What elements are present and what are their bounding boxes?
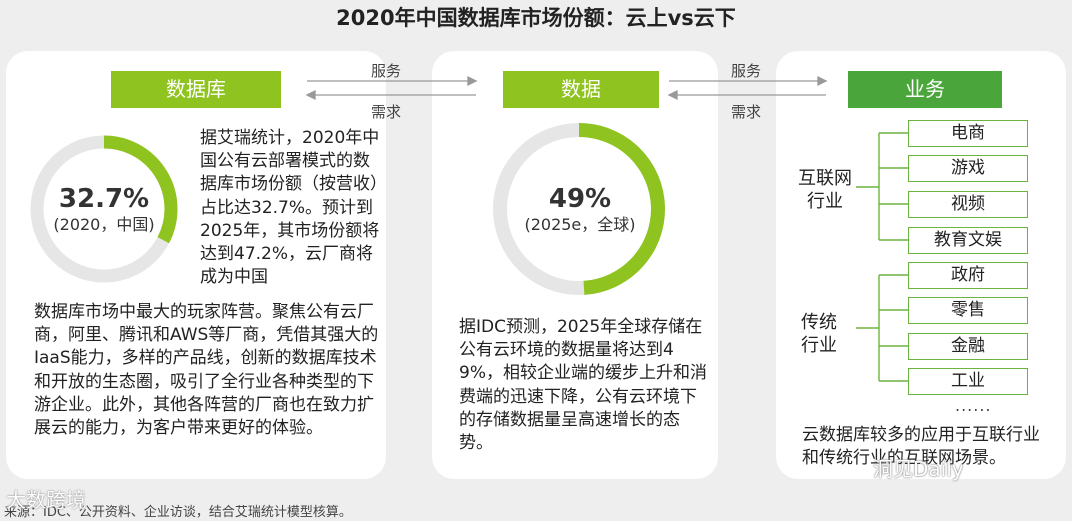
data-panel bbox=[432, 51, 718, 479]
industry-box-retail: 零售 bbox=[908, 297, 1028, 324]
serve-label-right: 服务 bbox=[731, 62, 762, 80]
data-share-caption: (2025e，全球) bbox=[524, 215, 636, 234]
business-header: 业务 bbox=[848, 71, 1002, 108]
demand-arrow-right-head bbox=[667, 89, 678, 101]
business-text: 云数据库较多的应用于互联行业和传统行业的互联网场景。 bbox=[802, 425, 1040, 469]
traditional-industry-label: 传统行业 bbox=[801, 312, 837, 356]
data-header: 数据 bbox=[503, 71, 659, 108]
data-text: 据IDC预测，2025年全球存储在公有云环境的数据量将达到49%，相较企业端的缓… bbox=[459, 317, 707, 454]
serve-arrow-left-head bbox=[467, 75, 478, 87]
data-donut-arc bbox=[578, 123, 665, 295]
database-side-text: 据艾瑞统计，2020年中国公有云部署模式的数据库市场份额（按营收）占比达32.7… bbox=[200, 128, 380, 288]
industry-box-education: 教育文娱 bbox=[908, 227, 1028, 254]
industry-box-finance: 金融 bbox=[908, 333, 1028, 360]
page-title: 2020年中国数据库市场份额：云上vs云下 bbox=[336, 6, 736, 30]
data-donut-label: 49% (2025e，全球) bbox=[505, 184, 655, 236]
database-header: 数据库 bbox=[111, 71, 281, 108]
industry-box-video: 视频 bbox=[908, 191, 1028, 218]
database-bottom-text: 数据库市场中最大的玩家阵营。聚焦公有云厂商，阿里、腾讯和AWS等厂商，凭借其强大… bbox=[34, 302, 379, 439]
source-note: 来源：IDC、公开资料、企业访谈，结合艾瑞统计模型核算。 bbox=[4, 505, 352, 520]
more-industries-ellipsis: ...... bbox=[955, 396, 992, 415]
database-donut bbox=[30, 135, 178, 283]
serve-label-left: 服务 bbox=[371, 62, 402, 80]
data-donut bbox=[493, 123, 665, 295]
data-share-value: 49% bbox=[548, 184, 612, 214]
database-share-value: 32.7% bbox=[58, 184, 150, 214]
industry-box-government: 政府 bbox=[908, 262, 1028, 289]
flow-arrows bbox=[305, 75, 828, 101]
demand-label-left: 需求 bbox=[371, 103, 402, 121]
watermark-right: 洞见Daily bbox=[873, 457, 964, 481]
database-donut-arc bbox=[103, 135, 178, 244]
serve-arrow-right-head bbox=[817, 75, 828, 87]
watermark-left: 大数跨境 bbox=[6, 488, 86, 512]
database-share-caption: (2020，中国) bbox=[53, 215, 155, 234]
industry-tree-connectors bbox=[856, 132, 908, 382]
industry-box-industrial: 工业 bbox=[908, 368, 1028, 395]
demand-arrow-left-head bbox=[305, 89, 316, 101]
demand-label-right: 需求 bbox=[731, 103, 762, 121]
database-donut-label: 32.7% (2020，中国) bbox=[34, 184, 174, 236]
industry-box-ecommerce: 电商 bbox=[908, 120, 1028, 147]
industry-box-gaming: 游戏 bbox=[908, 155, 1028, 182]
internet-industry-label: 互联网行业 bbox=[798, 168, 852, 212]
